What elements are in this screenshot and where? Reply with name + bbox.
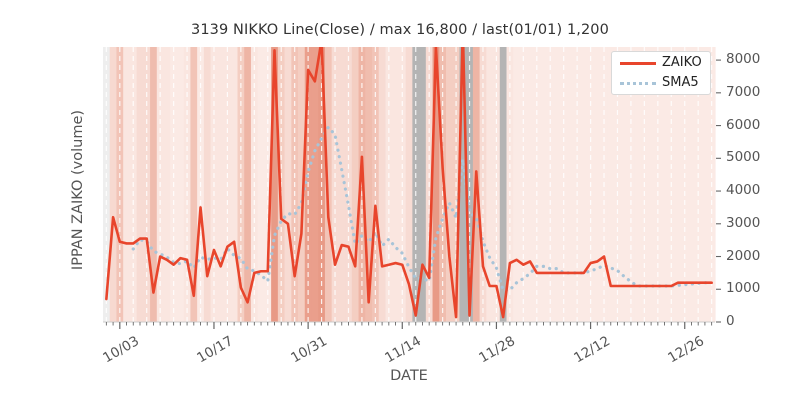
chart-title: 3139 NIKKO Line(Close) / max 16,800 / la… <box>191 22 609 38</box>
y-tick-label: 6000 <box>726 116 761 133</box>
series-sma5 <box>131 124 714 293</box>
legend-label-zaiko: ZAIKO <box>662 55 702 70</box>
series-zaiko <box>105 47 713 319</box>
y-tick-label: 2000 <box>726 247 761 264</box>
y-tick-label: 7000 <box>726 83 761 100</box>
legend-swatch-sma5 <box>620 82 656 85</box>
x-axis-ticks <box>105 322 713 329</box>
y-tick-label: 3000 <box>726 214 761 231</box>
x-axis-label: DATE <box>390 368 428 384</box>
legend-label-sma5: SMA5 <box>662 75 699 90</box>
y-axis-label: IPPAN ZAIKO (volume) <box>70 109 86 271</box>
y-tick-label: 4000 <box>726 182 761 199</box>
y-axis-ticks <box>716 59 721 323</box>
y-tick-label: 5000 <box>726 149 761 166</box>
y-tick-label: 1000 <box>726 280 761 297</box>
legend-swatch-zaiko <box>620 62 656 65</box>
y-tick-label: 8000 <box>726 51 761 68</box>
chart-legend: ZAIKO SMA5 <box>611 51 711 95</box>
y-tick-label: 0 <box>726 313 735 329</box>
legend-item-zaiko: ZAIKO <box>612 53 712 75</box>
legend-item-sma5: SMA5 <box>612 73 712 95</box>
